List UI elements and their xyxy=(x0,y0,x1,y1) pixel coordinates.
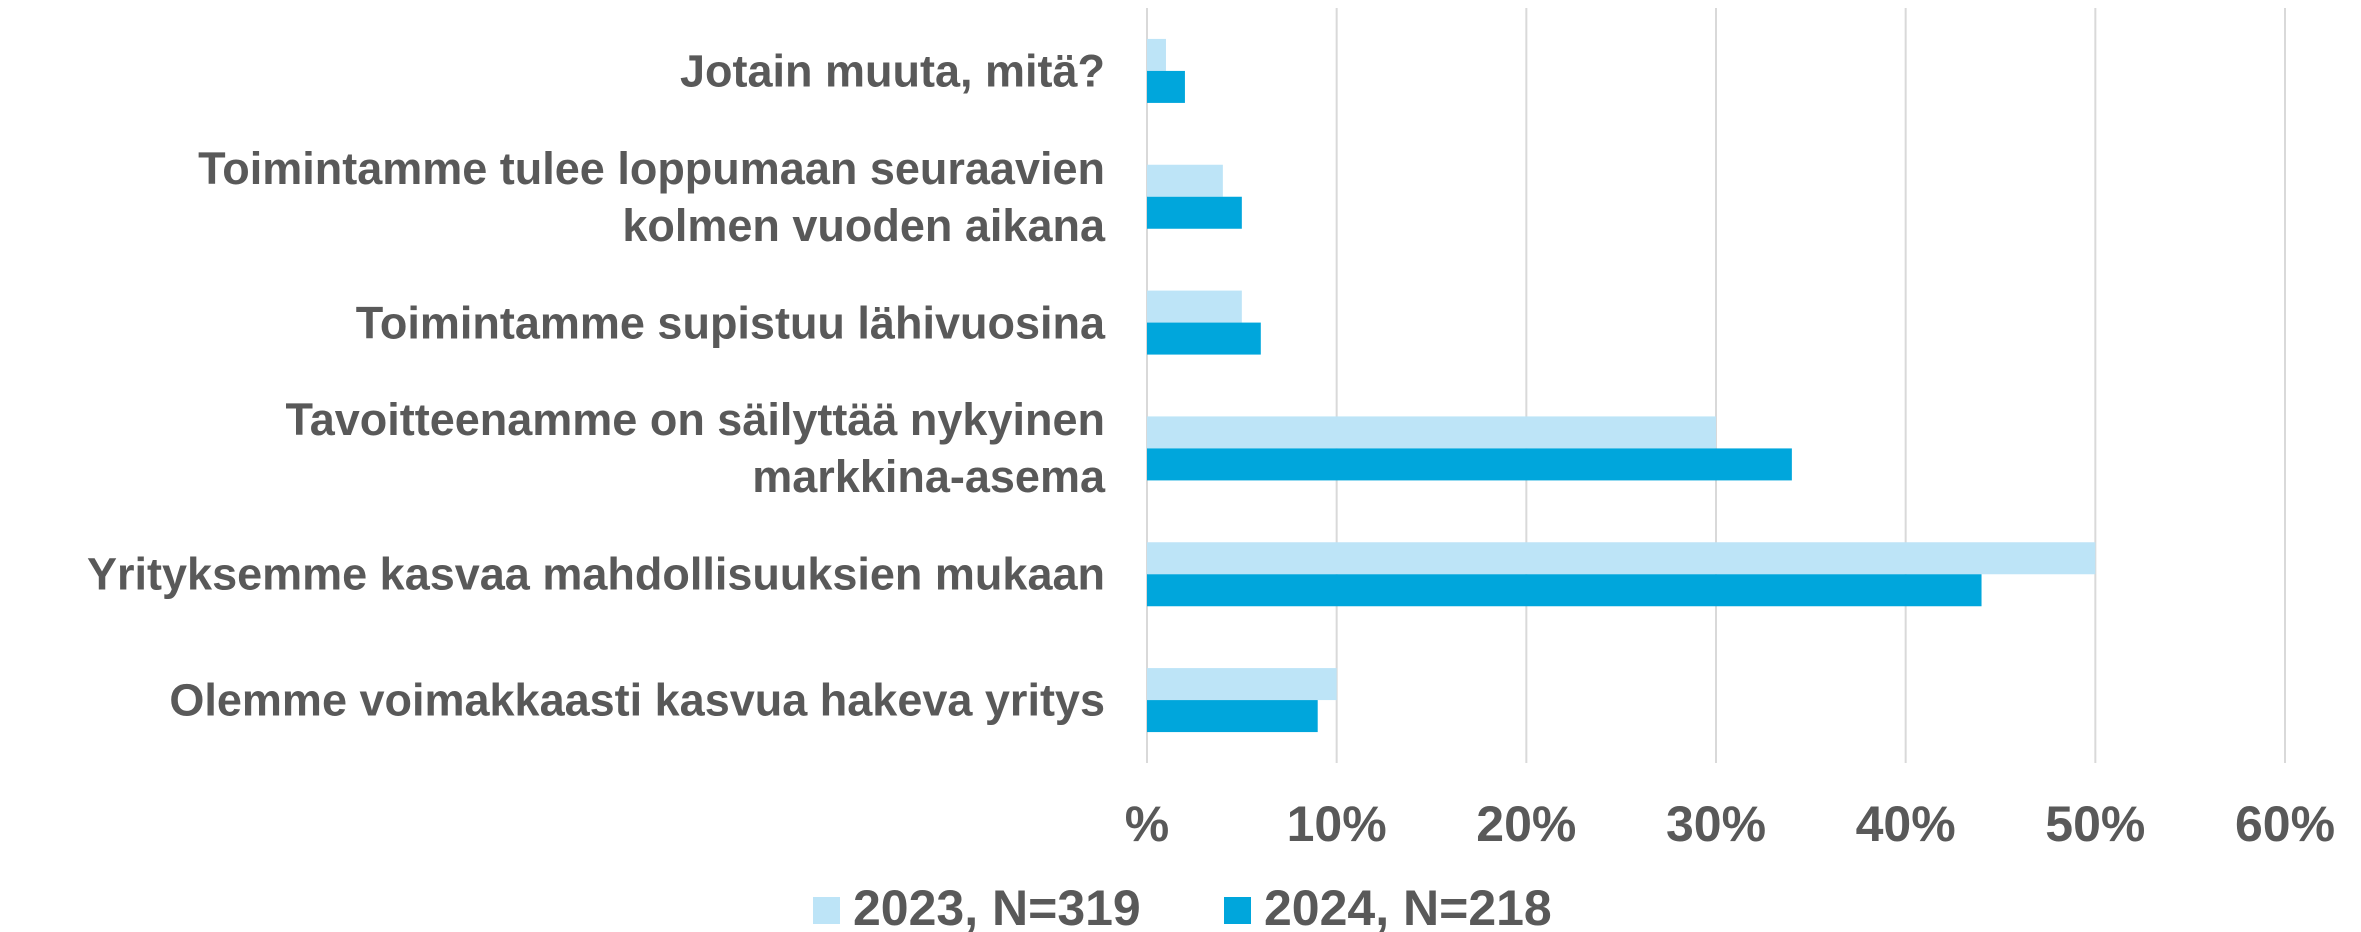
bar xyxy=(1147,700,1318,733)
x-tick-label: 60% xyxy=(2235,796,2335,852)
bar xyxy=(1147,290,1242,323)
bar xyxy=(1147,70,1185,103)
bar xyxy=(1147,416,1716,449)
y-tick-label: Jotain muuta, mitä? xyxy=(679,45,1105,97)
x-tick-label: 40% xyxy=(1856,796,1956,852)
x-tick-label: % xyxy=(1125,796,1169,852)
bar xyxy=(1147,574,1982,607)
legend-swatch xyxy=(1224,897,1251,924)
y-tick-label: Tavoitteenamme on säilyttää nykyinen mar… xyxy=(285,394,1105,503)
y-tick-label: Toimintamme supistuu lähivuosina xyxy=(355,297,1105,349)
legend-swatch xyxy=(813,897,840,924)
bar xyxy=(1147,542,2096,575)
x-tick-label: 50% xyxy=(2045,796,2145,852)
legend-label: 2024, N=218 xyxy=(1264,880,1552,932)
y-tick-label: Yrityksemme kasvaa mahdollisuuksien muka… xyxy=(87,548,1105,600)
x-tick-label: 10% xyxy=(1287,796,1387,852)
bar xyxy=(1147,164,1223,197)
bar xyxy=(1147,38,1166,71)
bar xyxy=(1147,196,1242,229)
legend-label: 2023, N=319 xyxy=(853,880,1141,932)
x-tick-label: 20% xyxy=(1476,796,1576,852)
bar xyxy=(1147,322,1261,355)
y-tick-label: Toimintamme tulee loppumaan seuraavien k… xyxy=(198,142,1105,251)
y-tick-label: Olemme voimakkaasti kasvua hakeva yritys xyxy=(169,674,1105,726)
bar xyxy=(1147,668,1337,701)
bar xyxy=(1147,448,1792,481)
x-tick-label: 30% xyxy=(1666,796,1766,852)
